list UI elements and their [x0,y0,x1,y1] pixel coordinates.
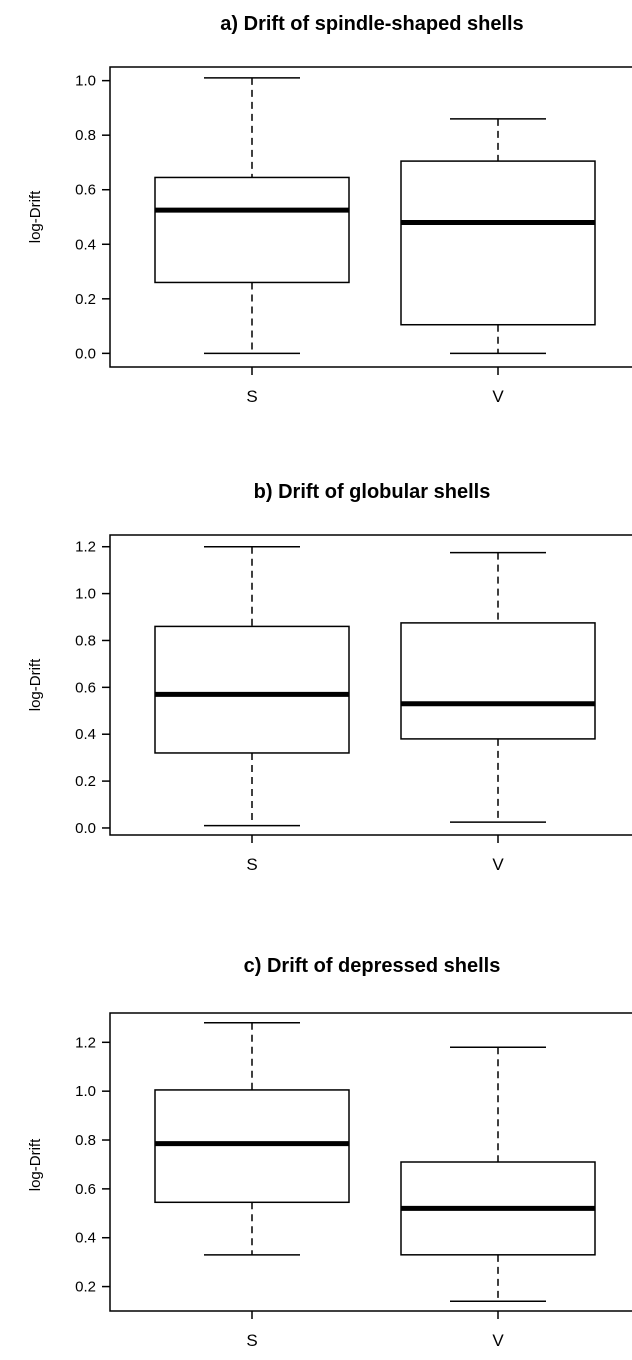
panel-a-ytick-label: 0.2 [75,291,96,308]
panel-c-xtick-label-s: S [246,1331,257,1350]
panel-b-box-v [400,622,596,740]
panel-b-frame [109,534,632,836]
panel-c-ytick-label: 0.4 [75,1230,96,1247]
panel-b-ytick-label: 0.4 [75,726,96,743]
panel-c-xtick-label-v: V [492,1331,504,1350]
panel-a-ytick-label: 0.4 [75,236,96,253]
panel-c-ytick-label: 1.2 [75,1034,96,1051]
panel-a-ytick-label: 0.6 [75,182,96,199]
panel-c-frame [109,1012,632,1312]
panel-a-frame [109,66,632,368]
panel-b-title: b) Drift of globular shells [254,481,491,503]
panel-b-xtick-label-v: V [492,855,504,874]
panel-a-title: a) Drift of spindle-shaped shells [220,13,523,35]
panel-b-ylabel: log-Drift [27,658,44,711]
panel-a-ytick-label: 0.0 [75,345,96,362]
panel-b-box-s [154,625,350,754]
panel-b-ytick-label: 1.0 [75,586,96,603]
panel-b-xtick-label-s: S [246,855,257,874]
panel-a-box-v [400,160,596,326]
panel-b-ytick-label: 0.8 [75,632,96,649]
panel-c-ytick-label: 0.2 [75,1279,96,1296]
panel-b-ytick-label: 0.0 [75,820,96,837]
panel-a-box-s [154,176,350,284]
panel-c: c) Drift of depressed shells log-Drift 0… [27,955,632,1350]
panel-b-ytick-label: 0.6 [75,679,96,696]
panel-c-title: c) Drift of depressed shells [244,955,501,977]
panel-a: a) Drift of spindle-shaped shells log-Dr… [27,13,632,406]
panel-a-ytick-label: 1.0 [75,73,96,90]
panel-b-ytick-label: 1.2 [75,539,96,556]
panel-c-ylabel: log-Drift [27,1138,44,1191]
panel-b-ytick-label: 0.2 [75,773,96,790]
panel-c-ytick-label: 1.0 [75,1083,96,1100]
panel-a-ytick-label: 0.8 [75,127,96,144]
panel-b: b) Drift of globular shells log-Drift 0.… [27,481,632,874]
panel-a-ylabel: log-Drift [27,190,44,243]
panel-c-ytick-label: 0.8 [75,1132,96,1149]
panel-c-ytick-label: 0.6 [75,1181,96,1198]
panel-a-xtick-label-s: S [246,387,257,406]
panel-a-xtick-label-v: V [492,387,504,406]
